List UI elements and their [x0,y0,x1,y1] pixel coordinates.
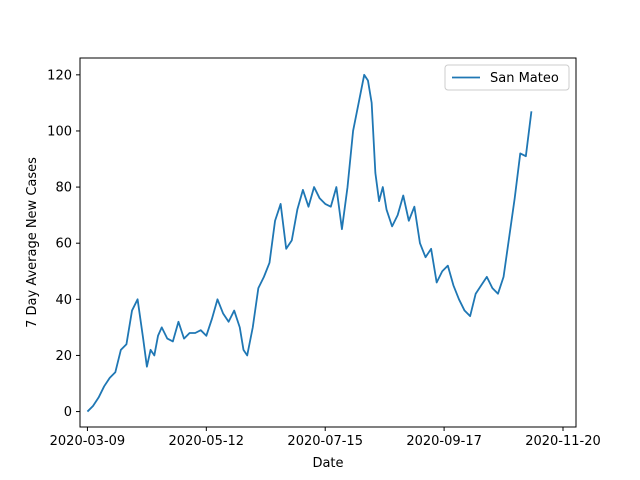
y-tick-label: 60 [55,237,72,252]
y-tick-label: 80 [55,181,72,196]
y-tick-label: 0 [64,405,72,420]
y-tick-label: 20 [55,349,72,364]
series-layer [86,73,533,413]
x-tick-label: 2020-03-09 [50,434,126,449]
x-tick-label: 2020-11-20 [525,434,601,449]
x-tick-label: 2020-07-15 [287,434,363,449]
x-tick-label: 2020-05-12 [169,434,245,449]
legend: San Mateo [444,64,570,91]
y-tick-label: 120 [47,68,72,83]
y-axis: 0 20 40 60 80 100 120 [47,68,80,420]
plot-area [79,57,577,428]
y-tick-label: 100 [47,124,72,139]
x-axis-label: Date [312,456,343,471]
series-line-0 [86,73,533,413]
x-tick-label: 2020-09-17 [406,434,482,449]
y-axis-label: 7 Day Average New Cases [25,157,40,328]
y-tick-label: 40 [55,293,72,308]
legend-label-san-mateo: San Mateo [490,71,559,86]
legend-frame [444,64,570,91]
plot-frame [79,57,577,428]
x-axis: 2020-03-09 2020-05-12 2020-07-15 2020-09-17… [50,427,601,449]
